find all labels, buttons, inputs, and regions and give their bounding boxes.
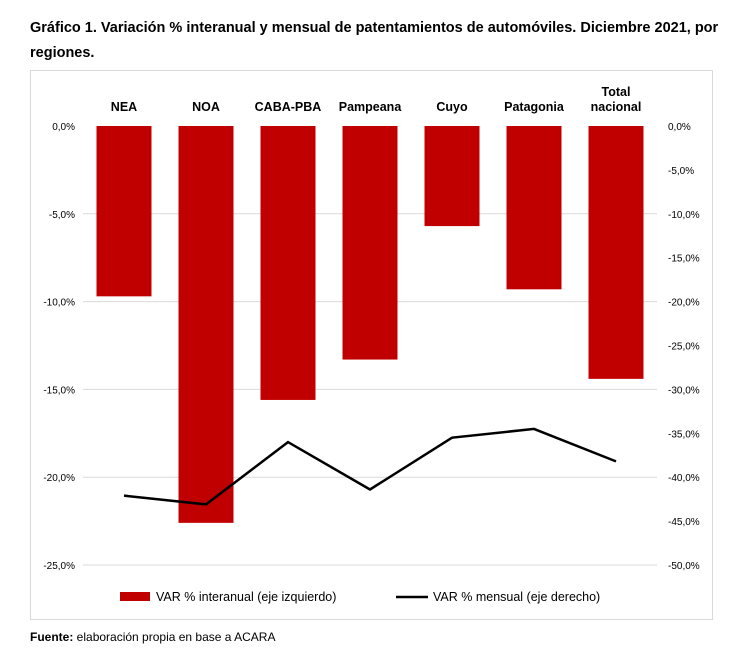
left-tick-label: -20,0% — [43, 473, 75, 484]
chart-title: Gráfico 1. Variación % interanual y mens… — [30, 20, 719, 61]
category-label: nacional — [591, 100, 642, 114]
right-tick-label: -30,0% — [668, 385, 700, 396]
bar-cuyo — [424, 126, 480, 227]
legend-label-mensual: VAR % mensual (eje derecho) — [433, 590, 600, 604]
right-tick-label: -50,0% — [668, 561, 700, 572]
legend-label-interanual: VAR % interanual (eje izquierdo) — [156, 590, 336, 604]
category-label: Patagonia — [504, 100, 565, 114]
right-tick-label: -15,0% — [668, 254, 700, 265]
right-tick-label: 0,0% — [668, 122, 691, 133]
bar-patagonia — [506, 126, 562, 290]
left-tick-label: -25,0% — [43, 561, 75, 572]
source-text: elaboración propia en base a ACARA — [73, 630, 276, 644]
category-label: NEA — [111, 100, 137, 114]
source-label: Fuente: — [30, 630, 74, 644]
right-tick-label: -5,0% — [668, 166, 694, 177]
bar-caba-pba — [260, 126, 316, 400]
legend-swatch-interanual — [120, 592, 150, 601]
category-label: Pampeana — [339, 100, 403, 114]
right-tick-label: -40,0% — [668, 473, 700, 484]
left-tick-label: -10,0% — [43, 298, 75, 309]
left-tick-label: -15,0% — [43, 385, 75, 396]
category-label: CABA-PBA — [255, 100, 322, 114]
left-tick-label: -5,0% — [49, 210, 75, 221]
right-tick-label: -10,0% — [668, 210, 700, 221]
bar-noa — [178, 126, 234, 523]
category-label: Cuyo — [436, 100, 468, 114]
chart-frame — [30, 70, 713, 620]
category-label: Total — [602, 85, 631, 99]
left-tick-label: 0,0% — [52, 122, 75, 133]
right-tick-label: -20,0% — [668, 298, 700, 309]
right-tick-label: -35,0% — [668, 429, 700, 440]
right-tick-label: -45,0% — [668, 517, 700, 528]
category-label: NOA — [192, 100, 220, 114]
right-tick-label: -25,0% — [668, 342, 700, 353]
source-note: Fuente: elaboración propia en base a ACA… — [30, 630, 275, 644]
bar-nea — [96, 126, 152, 297]
bar-pampeana — [342, 126, 398, 360]
bar-total-nacional — [588, 126, 644, 379]
